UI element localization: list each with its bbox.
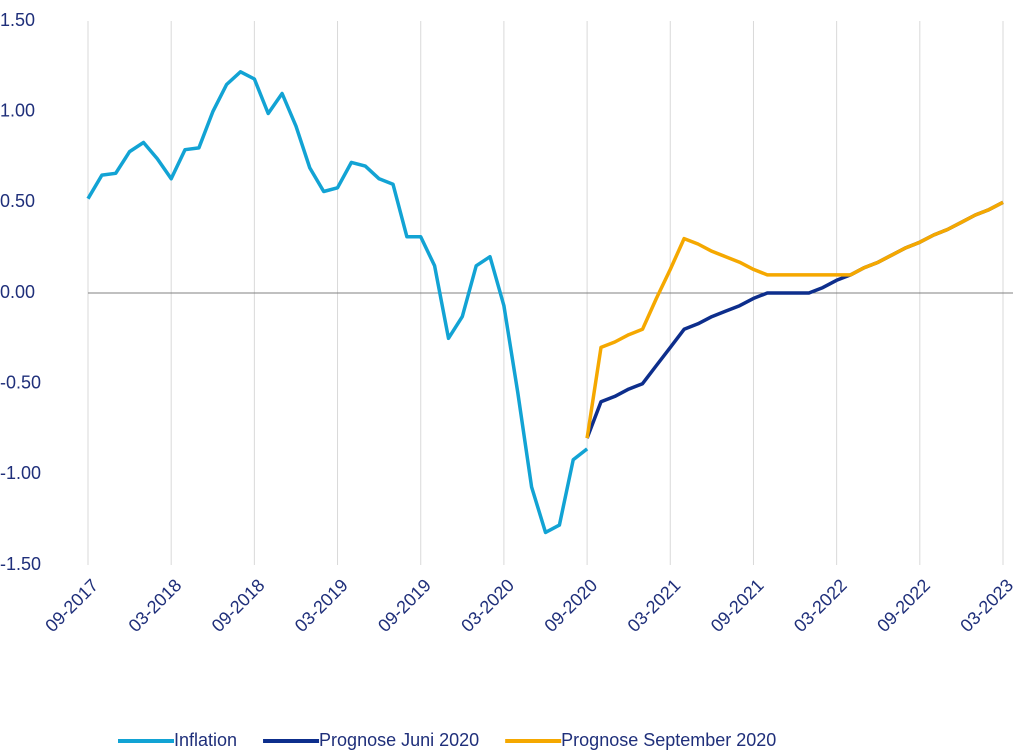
x-tick-label: 09-2022 — [873, 575, 934, 636]
y-tick-label: 1.50 — [0, 10, 35, 30]
x-tick-label: 09-2020 — [540, 575, 601, 636]
y-tick-label: 0.00 — [0, 282, 35, 302]
series-line — [86, 70, 589, 535]
x-tick-label: 03-2023 — [956, 575, 1017, 636]
x-tick-label: 09-2021 — [707, 575, 768, 636]
x-tick-label: 09-2019 — [374, 575, 435, 636]
x-tick-label: 03-2022 — [790, 575, 851, 636]
y-tick-label: -0.50 — [0, 372, 41, 392]
x-tick-label: 03-2018 — [125, 575, 186, 636]
legend-label: Inflation — [174, 730, 237, 750]
series-line — [585, 200, 1004, 439]
legend-label: Prognose September 2020 — [561, 730, 776, 750]
y-tick-label: -1.00 — [0, 463, 41, 483]
legend-label: Prognose Juni 2020 — [319, 730, 479, 750]
x-tick-label: 09-2018 — [208, 575, 269, 636]
y-tick-label: -1.50 — [0, 554, 41, 574]
y-tick-label: 0.50 — [0, 191, 35, 211]
x-tick-label: 03-2020 — [457, 575, 518, 636]
x-tick-label: 03-2019 — [291, 575, 352, 636]
x-tick-label: 03-2021 — [624, 575, 685, 636]
series-line — [585, 200, 1004, 439]
y-tick-label: 1.00 — [0, 100, 35, 120]
x-tick-label: 09-2017 — [41, 575, 102, 636]
